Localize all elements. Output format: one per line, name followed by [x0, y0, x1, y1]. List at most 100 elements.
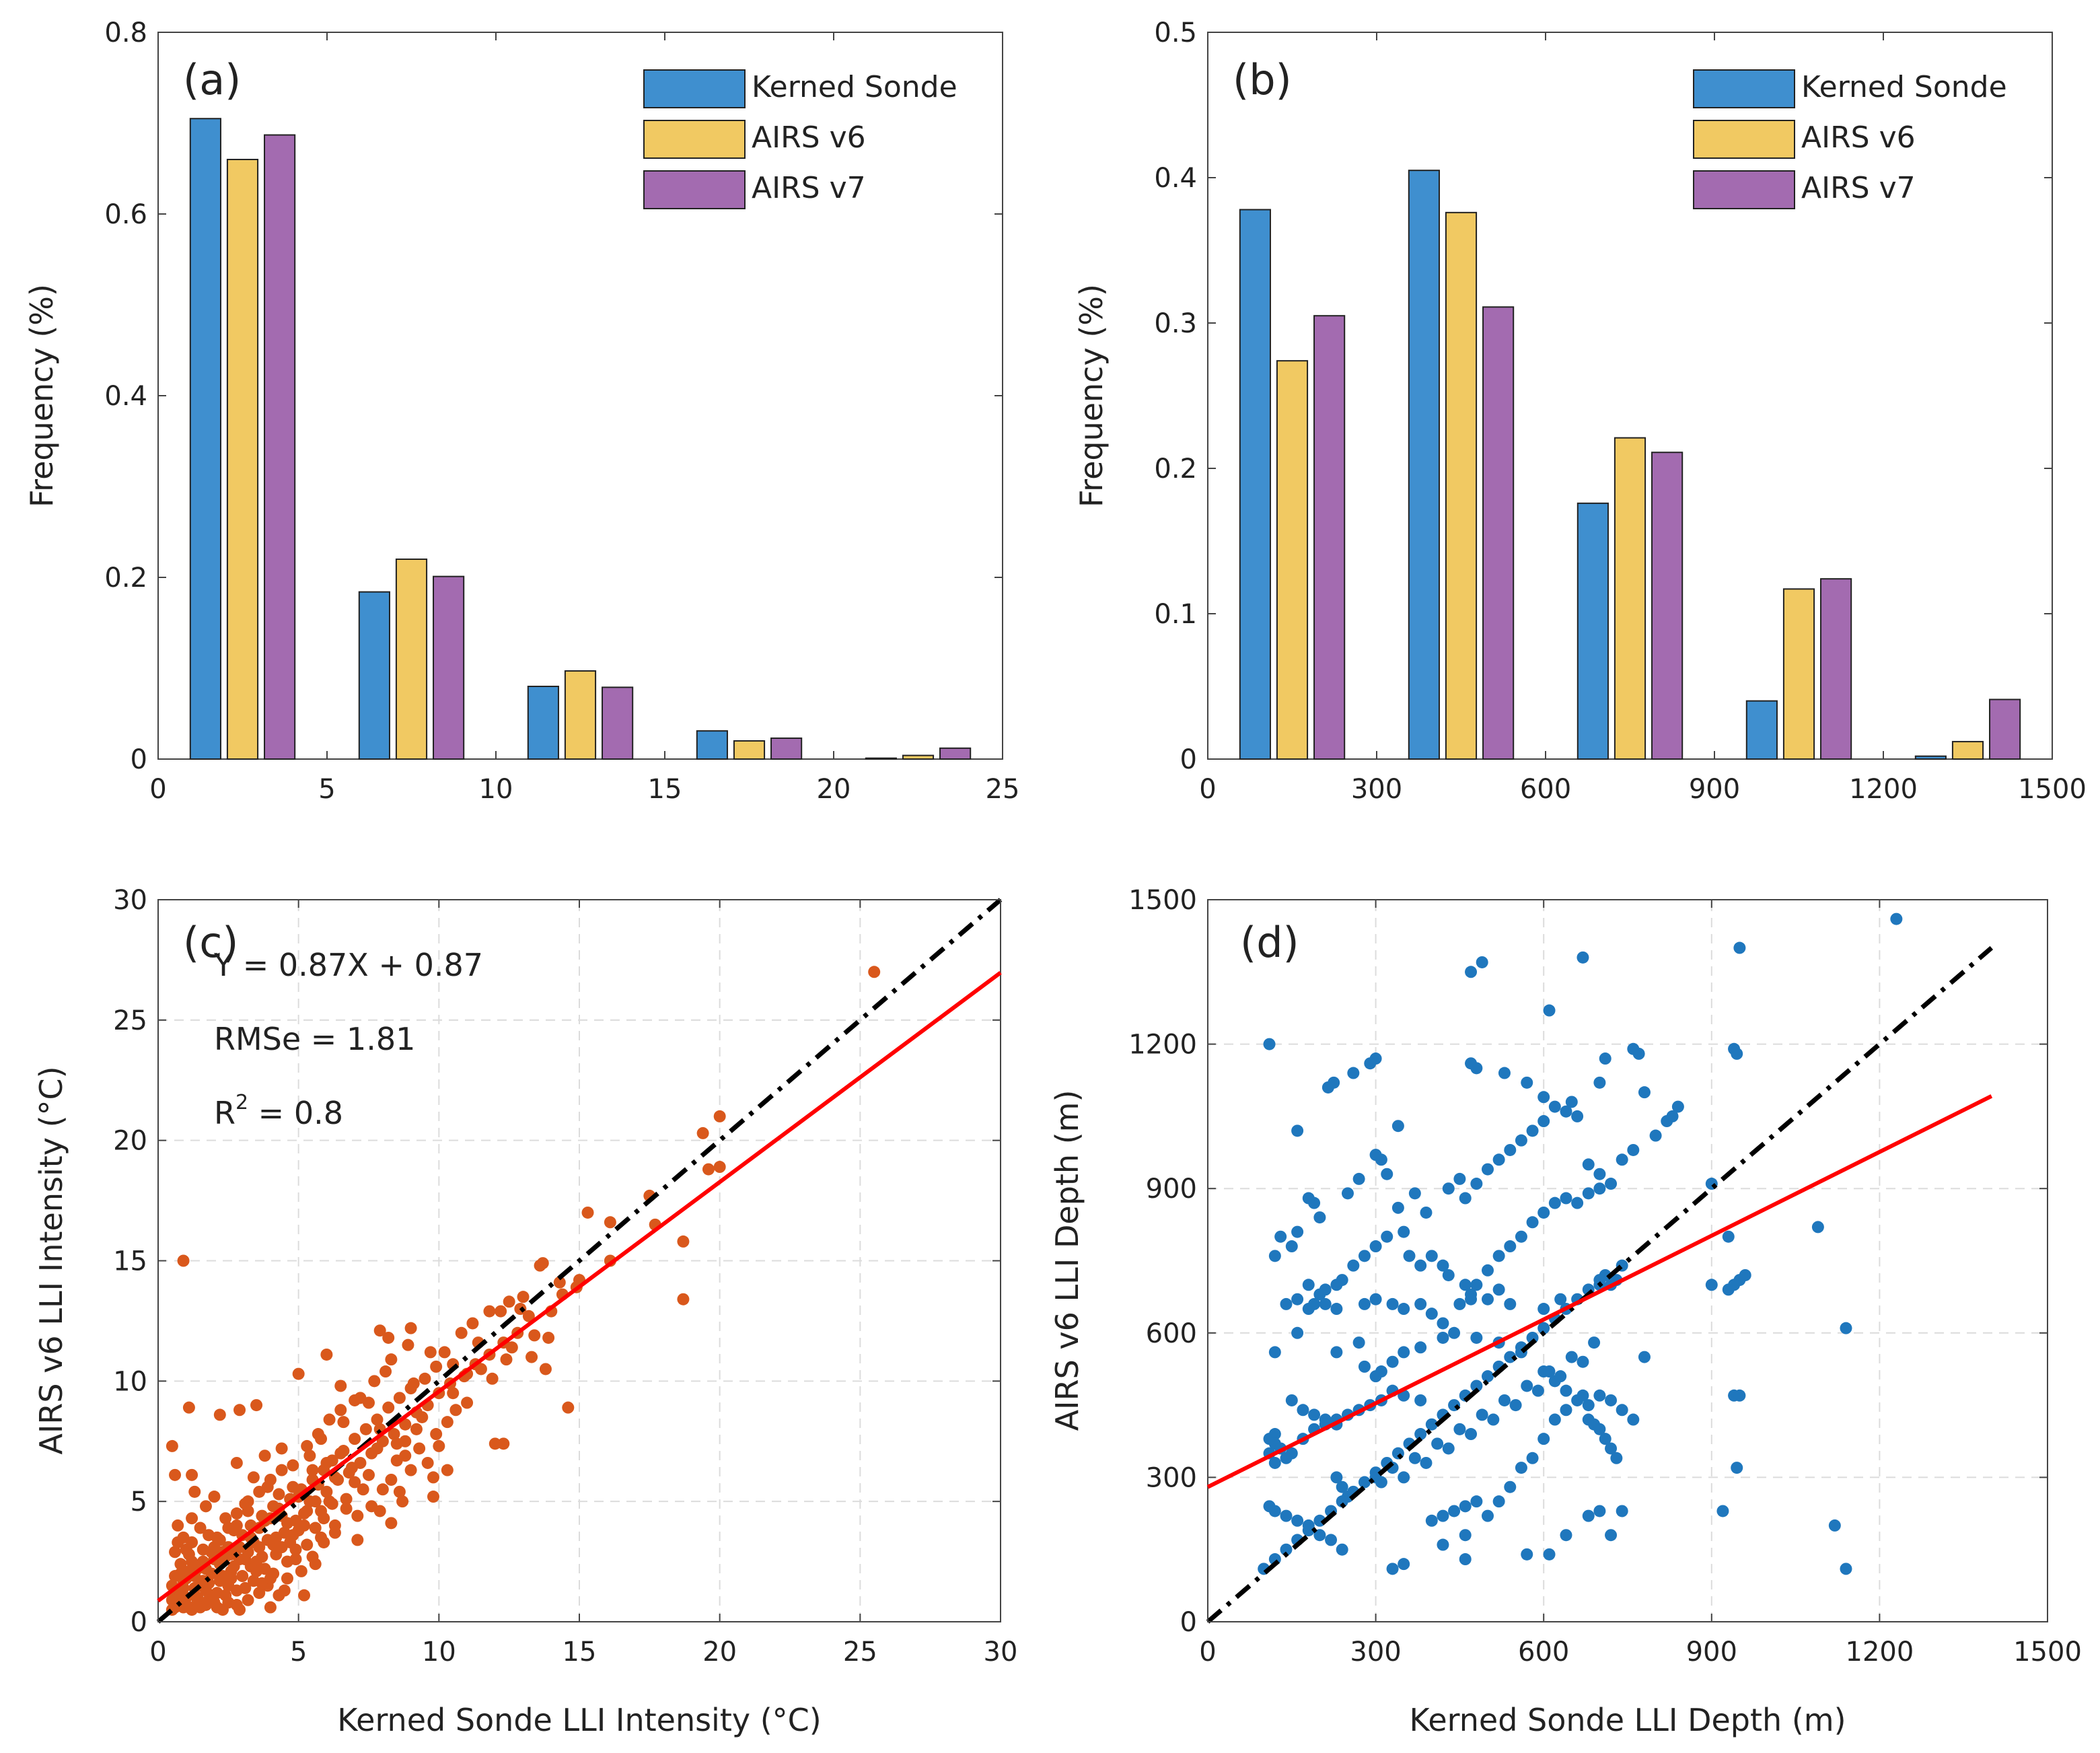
scatter-point-depth: [1352, 1172, 1365, 1185]
scatter-point-depth: [1381, 1168, 1393, 1180]
scatter-point-depth: [1375, 1365, 1387, 1378]
scatter-point-intensity: [500, 1353, 513, 1366]
scatter-point-intensity: [208, 1491, 221, 1503]
scatter-point-intensity: [287, 1459, 299, 1472]
scatter-point-intensity: [281, 1517, 293, 1530]
scatter-point-depth: [1731, 1462, 1743, 1474]
bar-airs-v6: [226, 159, 259, 760]
scatter-point-depth: [1638, 1086, 1651, 1099]
panel-c-scatter-intensity: 0 5 10 15 20 25 30 0 5 10 15 20 25 30 (c) Y = 0.87X …: [33, 885, 1017, 1738]
scatter-point-intensity: [433, 1439, 445, 1452]
scatter-point-depth: [1347, 1259, 1360, 1272]
scatter-point-intensity: [488, 1437, 501, 1450]
scatter-point-intensity: [298, 1589, 311, 1602]
scatter-point-intensity: [393, 1485, 406, 1498]
scatter-point-intensity: [318, 1536, 330, 1548]
scatter-point-intensity: [196, 1543, 209, 1556]
bar-airs-v7: [939, 747, 972, 760]
y-tick-label: 0.1: [1154, 599, 1197, 630]
scatter-point-intensity: [247, 1471, 260, 1484]
scatter-point-depth: [1571, 1196, 1584, 1209]
scatter-point-depth: [1521, 1076, 1533, 1089]
scatter-point-intensity: [385, 1473, 398, 1486]
scatter-point-intensity: [250, 1555, 263, 1568]
scatter-point-depth: [1465, 1293, 1478, 1305]
scatter-point-intensity: [349, 1476, 361, 1489]
scatter-point-depth: [1448, 1505, 1461, 1517]
scatter-point-intensity: [441, 1464, 454, 1476]
scatter-point-intensity: [211, 1601, 223, 1614]
scatter-point-depth: [1358, 1476, 1371, 1489]
x-tick-label: 1500: [2013, 1637, 2082, 1668]
y-tick-label: 10: [113, 1366, 147, 1397]
scatter-point-depth: [1386, 1297, 1399, 1310]
scatter-point-intensity: [225, 1572, 238, 1585]
scatter-point-depth: [1358, 1360, 1371, 1373]
scatter-point-depth: [1492, 1283, 1505, 1296]
scatter-point-depth: [1543, 1548, 1556, 1561]
scatter-point-depth: [1582, 1399, 1595, 1412]
y-tick-label: 5: [131, 1487, 147, 1517]
scatter-point-intensity: [315, 1505, 328, 1517]
scatter-point-intensity: [404, 1464, 417, 1476]
scatter-point-intensity: [373, 1324, 386, 1337]
scatter-point-intensity: [427, 1491, 439, 1503]
scatter-point-intensity: [357, 1483, 369, 1496]
x-tick-label: 0: [1199, 1637, 1216, 1668]
scatter-point-intensity: [399, 1418, 412, 1431]
scatter-point-intensity: [461, 1396, 474, 1409]
scatter-point-intensity: [390, 1437, 403, 1450]
scatter-point-intensity: [295, 1565, 307, 1577]
scatter-point-intensity: [447, 1387, 460, 1400]
scatter-point-depth: [1616, 1404, 1628, 1417]
scatter-point-depth: [1375, 1153, 1387, 1166]
scatter-point-depth: [1453, 1172, 1466, 1185]
scatter-point-intensity: [169, 1546, 182, 1559]
scatter-point-intensity: [427, 1471, 439, 1484]
bar-airs-v6: [733, 740, 766, 760]
scatter-point-depth: [1492, 1250, 1505, 1262]
bar-kerned-sonde: [696, 730, 728, 760]
scatter-point-intensity: [186, 1512, 198, 1525]
scatter-point-intensity: [363, 1468, 375, 1481]
bar-airs-v7: [770, 737, 803, 760]
scatter-point-intensity: [399, 1450, 412, 1462]
scatter-point-depth: [1386, 1563, 1399, 1575]
scatter-point-depth: [1593, 1182, 1606, 1195]
scatter-point-intensity: [340, 1502, 353, 1515]
scatter-point-intensity: [273, 1488, 285, 1501]
scatter-point-intensity: [328, 1526, 341, 1539]
y-tick-label: 0: [131, 744, 147, 775]
scatter-point-intensity: [351, 1509, 364, 1522]
scatter-point-intensity: [562, 1401, 575, 1414]
y-tick-label: 0.4: [1154, 163, 1197, 194]
scatter-point-depth: [1437, 1538, 1449, 1551]
panel-d-frame: [1207, 899, 2048, 1622]
scatter-point-depth: [1431, 1437, 1444, 1450]
scatter-point-depth: [1465, 966, 1478, 978]
y-tick-label: 0.5: [1154, 17, 1197, 48]
y-tick-label: 0: [131, 1607, 147, 1638]
panel-a-legend: Kerned Sonde AIRS v6 AIRS v7: [643, 69, 957, 209]
panel-b-ylabel: Frequency (%): [1073, 284, 1110, 507]
legend-label-airs-v6: AIRS v6: [752, 120, 866, 155]
scatter-point-depth: [1548, 1196, 1561, 1209]
panel-d-ylabel: AIRS v6 LLI Depth (m): [1049, 1090, 1085, 1431]
y-tick-label: 0: [1180, 744, 1197, 775]
scatter-point-depth: [1487, 1413, 1500, 1426]
scatter-point-depth: [1442, 1182, 1455, 1195]
scatter-point-depth: [1291, 1293, 1304, 1305]
x-tick-label: 10: [422, 1637, 456, 1668]
scatter-point-depth: [1330, 1471, 1343, 1484]
scatter-point-intensity: [287, 1480, 299, 1493]
scatter-point-depth: [1386, 1355, 1399, 1368]
bar-kerned-sonde: [527, 686, 559, 760]
scatter-point-depth: [1470, 1331, 1483, 1344]
scatter-point-depth: [1470, 1178, 1483, 1190]
scatter-point-depth: [1504, 1240, 1517, 1253]
scatter-point-intensity: [349, 1433, 361, 1445]
scatter-point-intensity: [230, 1507, 243, 1520]
scatter-point-depth: [1465, 1428, 1478, 1441]
regression-fit-line: [1206, 1094, 1993, 1489]
